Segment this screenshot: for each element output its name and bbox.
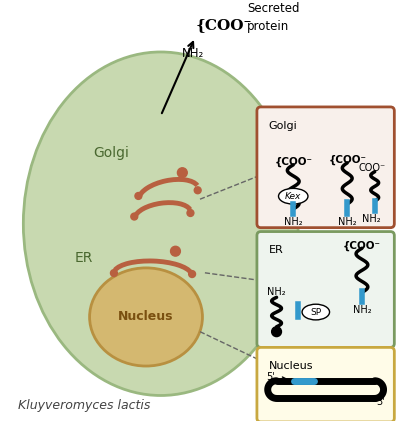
Circle shape [187,210,194,216]
Circle shape [170,246,180,256]
Text: Secreted
protein: Secreted protein [247,2,300,33]
Text: NH₂: NH₂ [338,217,356,227]
FancyBboxPatch shape [257,232,394,347]
Text: 3': 3' [377,397,385,408]
Text: Golgi: Golgi [269,121,298,131]
Text: NH₂: NH₂ [267,288,286,297]
Text: {COO⁻: {COO⁻ [328,155,366,165]
Circle shape [135,192,142,200]
Circle shape [178,168,187,178]
Circle shape [131,213,138,220]
Text: {COO⁻: {COO⁻ [274,157,312,167]
Circle shape [272,327,282,337]
FancyBboxPatch shape [257,107,394,228]
Text: {COO⁻: {COO⁻ [343,241,381,251]
Text: NH₂: NH₂ [362,214,381,224]
Text: {COO⁻: {COO⁻ [196,19,252,32]
Ellipse shape [90,268,202,366]
Text: Nucleus: Nucleus [118,310,174,323]
FancyBboxPatch shape [257,347,394,421]
Text: NH₂: NH₂ [353,305,371,315]
Text: 5': 5' [266,372,274,382]
Ellipse shape [23,52,298,395]
Text: NH₂: NH₂ [182,48,204,61]
Text: Nucleus: Nucleus [269,361,313,371]
Text: Golgi: Golgi [94,146,130,160]
Text: Kex: Kex [285,192,302,201]
Ellipse shape [302,304,330,320]
Ellipse shape [278,188,308,204]
Text: COO⁻: COO⁻ [358,163,385,173]
Text: ER: ER [269,245,284,255]
Circle shape [110,270,117,277]
Text: NH₂: NH₂ [284,217,302,227]
Circle shape [189,271,196,277]
Circle shape [194,187,201,194]
Text: ER: ER [75,251,93,265]
Text: Kluyveromyces lactis: Kluyveromyces lactis [18,399,151,412]
Text: SP: SP [310,308,321,317]
